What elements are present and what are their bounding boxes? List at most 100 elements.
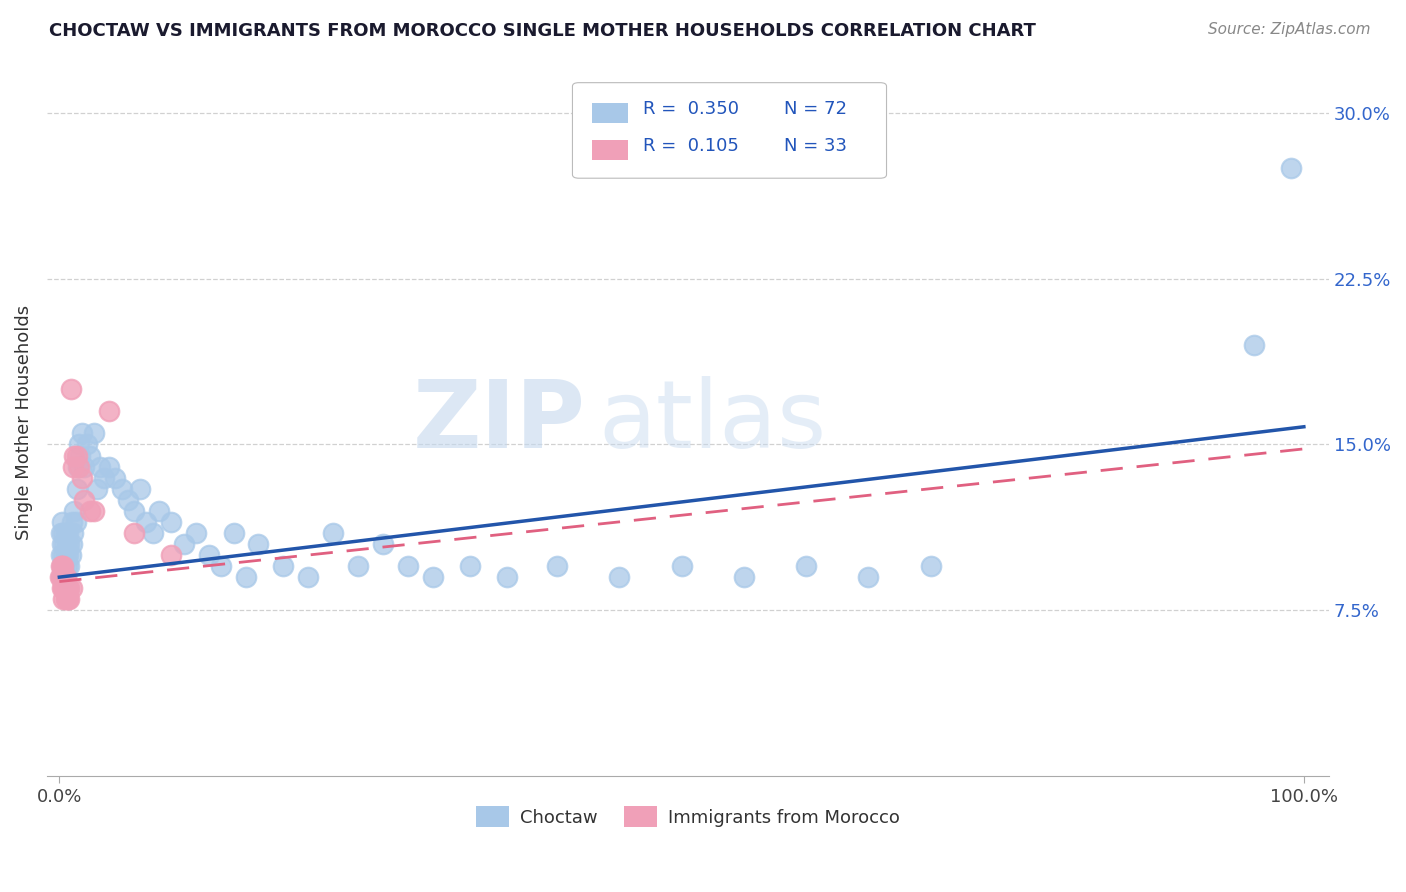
Text: atlas: atlas	[598, 376, 827, 468]
Point	[49, 559, 72, 574]
Point	[186, 525, 208, 540]
Point	[55, 592, 77, 607]
Point	[422, 570, 444, 584]
Point	[59, 382, 82, 396]
Point	[49, 570, 72, 584]
Point	[55, 581, 77, 595]
Point	[67, 437, 90, 451]
Point	[52, 559, 75, 574]
Text: Source: ZipAtlas.com: Source: ZipAtlas.com	[1208, 22, 1371, 37]
Point	[148, 504, 170, 518]
Point	[60, 515, 83, 529]
Point	[496, 570, 519, 584]
FancyBboxPatch shape	[592, 103, 627, 123]
Point	[52, 525, 75, 540]
Point	[56, 548, 79, 562]
Point	[60, 581, 83, 595]
Text: R =  0.350: R = 0.350	[643, 100, 740, 119]
Point	[70, 470, 93, 484]
Point	[67, 459, 90, 474]
Point	[63, 504, 86, 518]
Point	[173, 537, 195, 551]
Point	[52, 592, 75, 607]
Point	[209, 559, 232, 574]
Point	[79, 449, 101, 463]
Point	[86, 482, 108, 496]
Point	[53, 559, 76, 574]
Point	[51, 559, 73, 574]
FancyBboxPatch shape	[592, 140, 627, 160]
Point	[129, 482, 152, 496]
Point	[273, 559, 295, 574]
Point	[58, 592, 80, 607]
Point	[58, 559, 80, 574]
Point	[51, 581, 73, 595]
Point	[396, 559, 419, 574]
Point	[104, 470, 127, 484]
Point	[671, 559, 693, 574]
Point	[65, 515, 87, 529]
Point	[56, 525, 79, 540]
Point	[83, 504, 105, 518]
Point	[89, 459, 111, 474]
Point	[247, 537, 270, 551]
Point	[142, 525, 165, 540]
Point	[135, 515, 157, 529]
Point	[794, 559, 817, 574]
Point	[733, 570, 755, 584]
Point	[55, 525, 77, 540]
Point	[73, 492, 96, 507]
Point	[58, 581, 80, 595]
Point	[60, 537, 83, 551]
Point	[546, 559, 568, 574]
Point	[83, 426, 105, 441]
Point	[1281, 161, 1303, 175]
Point	[73, 459, 96, 474]
Point	[66, 482, 89, 496]
Point	[49, 548, 72, 562]
Point	[51, 515, 73, 529]
Point	[56, 592, 79, 607]
Text: ZIP: ZIP	[412, 376, 585, 468]
Point	[49, 525, 72, 540]
Point	[62, 459, 84, 474]
Point	[66, 449, 89, 463]
Point	[920, 559, 942, 574]
Point	[98, 459, 121, 474]
Point	[53, 537, 76, 551]
Point	[122, 504, 145, 518]
Legend: Choctaw, Immigrants from Morocco: Choctaw, Immigrants from Morocco	[470, 799, 907, 834]
Point	[63, 449, 86, 463]
Point	[69, 449, 91, 463]
Point	[56, 559, 79, 574]
Point	[52, 570, 75, 584]
Point	[53, 581, 76, 595]
FancyBboxPatch shape	[572, 83, 887, 178]
Point	[110, 482, 132, 496]
Y-axis label: Single Mother Households: Single Mother Households	[15, 305, 32, 540]
Point	[117, 492, 139, 507]
Point	[52, 548, 75, 562]
Point	[371, 537, 394, 551]
Point	[297, 570, 319, 584]
Point	[458, 559, 481, 574]
Point	[51, 570, 73, 584]
Point	[49, 570, 72, 584]
Point	[1243, 338, 1265, 352]
Point	[197, 548, 219, 562]
Point	[56, 537, 79, 551]
Point	[93, 470, 115, 484]
Point	[122, 525, 145, 540]
Point	[98, 404, 121, 418]
Point	[59, 548, 82, 562]
Point	[56, 581, 79, 595]
Point	[51, 559, 73, 574]
Text: R =  0.105: R = 0.105	[643, 137, 738, 155]
Text: N = 33: N = 33	[785, 137, 846, 155]
Point	[322, 525, 344, 540]
Point	[160, 548, 183, 562]
Point	[347, 559, 370, 574]
Point	[160, 515, 183, 529]
Point	[53, 570, 76, 584]
Text: N = 72: N = 72	[785, 100, 846, 119]
